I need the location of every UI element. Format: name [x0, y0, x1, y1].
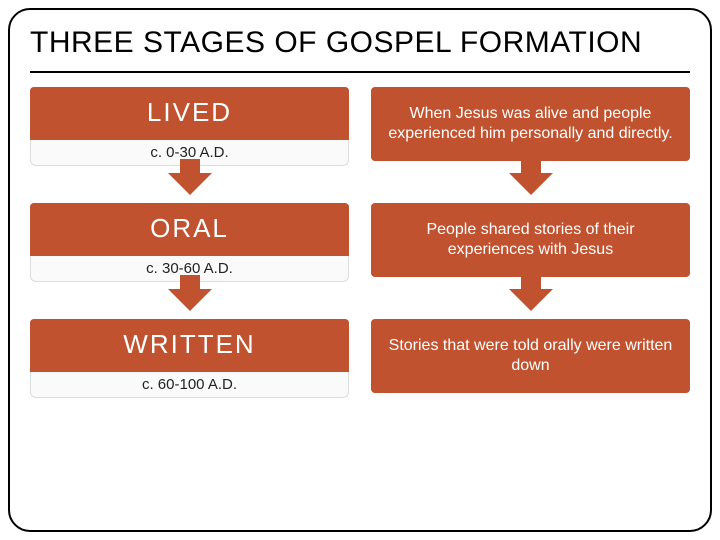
page-title: THREE STAGES OF GOSPEL FORMATION [30, 26, 690, 73]
arrow-down-icon [168, 161, 212, 197]
descriptions-column: When Jesus was alive and people experien… [371, 87, 690, 393]
stage-written: WRITTEN c. 60-100 A.D. [30, 319, 349, 393]
arrow-down [371, 277, 690, 319]
arrow-down-icon [509, 161, 553, 197]
stage-title: LIVED [30, 87, 349, 140]
stages-column: LIVED c. 0-30 A.D. ORAL c. 30-60 A.D. WR… [30, 87, 349, 393]
stage-title: WRITTEN [30, 319, 349, 372]
content-grid: LIVED c. 0-30 A.D. ORAL c. 30-60 A.D. WR… [30, 87, 690, 393]
arrow-down-icon [509, 277, 553, 313]
desc-text: When Jesus was alive and people experien… [387, 104, 674, 144]
stage-lived: LIVED c. 0-30 A.D. [30, 87, 349, 161]
desc-text: People shared stories of their experienc… [387, 220, 674, 260]
arrow-down-icon [168, 277, 212, 313]
arrow-down [30, 161, 349, 203]
desc-oral: People shared stories of their experienc… [371, 203, 690, 277]
stage-period: c. 60-100 A.D. [30, 372, 349, 398]
arrow-down [371, 161, 690, 203]
desc-text: Stories that were told orally were writt… [387, 336, 674, 376]
stage-title: ORAL [30, 203, 349, 256]
desc-written: Stories that were told orally were writt… [371, 319, 690, 393]
arrow-down [30, 277, 349, 319]
slide-frame: THREE STAGES OF GOSPEL FORMATION LIVED c… [8, 8, 712, 532]
desc-lived: When Jesus was alive and people experien… [371, 87, 690, 161]
stage-oral: ORAL c. 30-60 A.D. [30, 203, 349, 277]
